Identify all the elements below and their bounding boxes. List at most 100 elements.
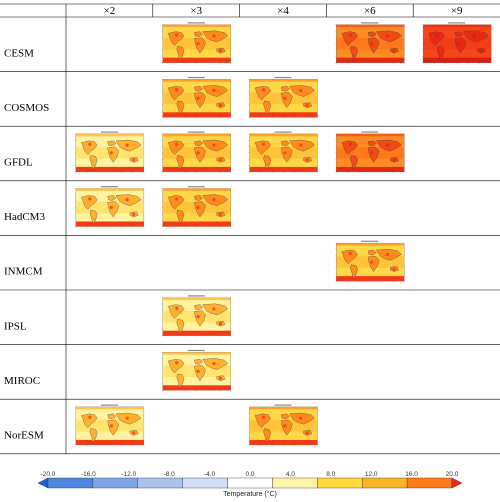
- map-hotspot: [456, 42, 461, 46]
- map-polar-band: [162, 330, 231, 336]
- continent-outline: [107, 419, 119, 436]
- map-hotspot: [196, 205, 200, 210]
- map-arctic-band: [249, 406, 318, 410]
- map-polar-band: [249, 112, 318, 118]
- continent-outline: [367, 140, 377, 147]
- map-plot: [161, 79, 231, 119]
- colorbar-tick-label: -12.0: [121, 471, 136, 478]
- map-hotspot: [88, 415, 92, 419]
- map-plot: [75, 406, 145, 446]
- continent-outline: [341, 140, 358, 155]
- map-hotspot: [196, 42, 200, 46]
- map-title-mark: [448, 22, 466, 24]
- continent-outline: [89, 209, 98, 225]
- continent-outline: [194, 195, 203, 201]
- map-thumbnail: [333, 239, 407, 282]
- continent-outline: [341, 249, 358, 264]
- continent-outline: [168, 304, 185, 319]
- colorbar-segment: [47, 477, 94, 489]
- map-title-mark: [274, 131, 292, 133]
- map-thumbnail: [333, 21, 407, 64]
- map-hotspot: [175, 361, 179, 365]
- row-label: COSMOS: [4, 102, 49, 114]
- map-polar-band: [162, 385, 231, 391]
- continent-outline: [254, 86, 272, 101]
- map-title-mark: [187, 22, 205, 24]
- column-header: ×2: [104, 5, 116, 17]
- continent-outline: [194, 359, 203, 365]
- continent-outline: [107, 146, 119, 163]
- continent-outline: [263, 100, 272, 115]
- colorbar-tick-label: -16.0: [81, 471, 96, 478]
- map-hotspot: [109, 151, 113, 155]
- map-hotspot: [261, 415, 266, 419]
- continent-outline: [107, 195, 117, 201]
- row-label: INMCM: [4, 266, 43, 278]
- continent-outline: [194, 37, 206, 54]
- map-hotspot: [132, 431, 136, 435]
- colorbar-tick-label: 16.0: [405, 471, 418, 478]
- map-title-mark: [361, 22, 379, 24]
- map-continents: [341, 30, 402, 61]
- continent-outline: [428, 31, 445, 46]
- colorbar-title: Temperature (°C): [223, 490, 277, 498]
- map-polar-band: [75, 439, 144, 445]
- continent-outline: [281, 419, 293, 436]
- continent-outline: [194, 304, 203, 310]
- map-hotspot: [283, 96, 287, 100]
- map-hotspot: [299, 88, 303, 93]
- colorbar-segment: [182, 477, 228, 489]
- map-continents: [428, 30, 489, 61]
- row-label: MIROC: [4, 375, 40, 387]
- map-plot: [161, 133, 231, 173]
- map-hotspot: [392, 158, 396, 162]
- map-hotspot: [196, 315, 200, 319]
- map-hotspot: [132, 212, 136, 217]
- map-title-mark: [100, 131, 118, 133]
- map-plot: [161, 352, 231, 392]
- continent-outline: [81, 413, 98, 428]
- continent-outline: [176, 209, 185, 225]
- colorbar-tick-label: 20.0: [446, 471, 459, 478]
- map-arctic-band: [162, 79, 231, 82]
- map-hotspot: [218, 212, 223, 217]
- continent-outline: [367, 255, 380, 272]
- map-polar-band: [336, 166, 405, 172]
- map-thumbnail: [159, 130, 233, 173]
- continent-outline: [168, 195, 185, 210]
- continent-outline: [263, 155, 272, 170]
- map-title-mark: [274, 76, 292, 79]
- map-hotspot: [175, 142, 179, 146]
- continent-outline: [281, 86, 290, 92]
- map-thumbnail: [159, 21, 233, 64]
- map-polar-band: [423, 57, 492, 63]
- map-hotspot: [348, 251, 352, 256]
- map-hotspot: [218, 103, 223, 107]
- map-hotspot: [88, 142, 92, 146]
- continent-outline: [176, 319, 185, 334]
- map-polar-band: [75, 166, 144, 172]
- map-thumbnail: [246, 75, 320, 119]
- map-hotspot: [385, 143, 390, 147]
- continent-outline: [367, 31, 377, 37]
- map-hotspot: [196, 151, 200, 155]
- map-arctic-band: [249, 79, 318, 82]
- map-hotspot: [132, 158, 136, 162]
- map-plot: [335, 24, 405, 64]
- continent-outline: [194, 31, 203, 37]
- map-hotspot: [212, 361, 216, 366]
- map-plot: [75, 188, 145, 228]
- continent-outline: [176, 155, 185, 170]
- map-title-mark: [100, 404, 118, 406]
- continent-outline: [436, 46, 445, 61]
- row-label: NorESM: [4, 430, 44, 442]
- colorbar-segment: [317, 477, 363, 489]
- colorbar-max-arrow: [451, 477, 463, 489]
- map-arctic-band: [336, 243, 405, 246]
- continent-outline: [89, 155, 98, 170]
- map-thumbnail: [159, 75, 233, 119]
- map-hotspot: [299, 143, 303, 147]
- colorbar-tick-label: -4.0: [204, 471, 216, 478]
- map-hotspot: [212, 198, 216, 202]
